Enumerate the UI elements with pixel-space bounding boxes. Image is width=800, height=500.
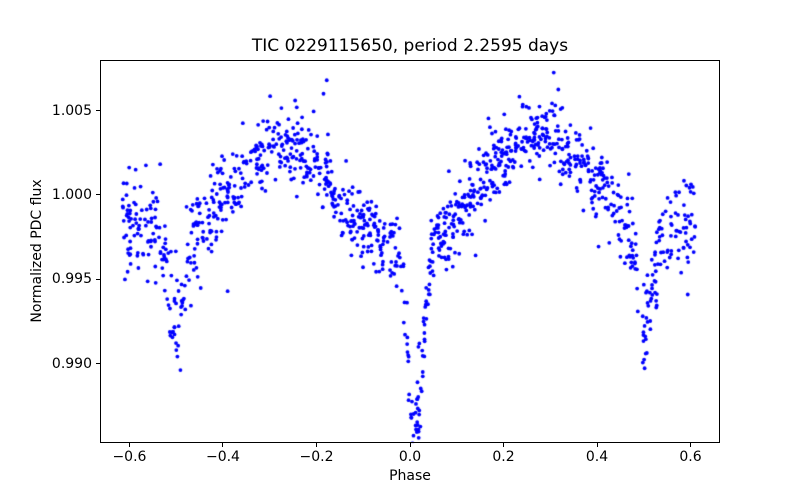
x-tick-mark [128, 443, 130, 447]
x-tick-label: 0.0 [398, 449, 422, 465]
chart-title: TIC 0229115650, period 2.2595 days [251, 36, 569, 56]
x-tick-mark [503, 443, 504, 447]
y-tick-mark [96, 110, 100, 112]
x-tick-label: 0.6 [679, 449, 702, 465]
y-tick-mark [96, 363, 100, 365]
x-tick-label: −0.2 [299, 449, 334, 465]
y-tick-label: 1.005 [51, 102, 92, 119]
x-axis-label: Phase [389, 468, 431, 484]
x-tick-mark [596, 443, 598, 447]
y-tick-mark [96, 194, 100, 196]
x-tick-label: −0.6 [112, 449, 147, 465]
x-tick-mark [315, 443, 317, 447]
y-axis-label: Normalized PDC flux [29, 179, 45, 323]
x-tick-label: 0.2 [492, 449, 515, 465]
x-tick-label: 0.4 [585, 449, 609, 465]
x-tick-mark [409, 443, 411, 447]
y-tick-label: 0.990 [51, 355, 92, 372]
y-tick-label: 0.995 [51, 271, 92, 288]
plot-axes-frame [100, 60, 720, 443]
x-tick-label: −0.4 [205, 449, 240, 465]
y-tick-label: 1.000 [51, 186, 92, 203]
x-tick-mark [690, 443, 692, 447]
y-tick-mark [96, 278, 100, 280]
x-tick-mark [222, 443, 224, 447]
